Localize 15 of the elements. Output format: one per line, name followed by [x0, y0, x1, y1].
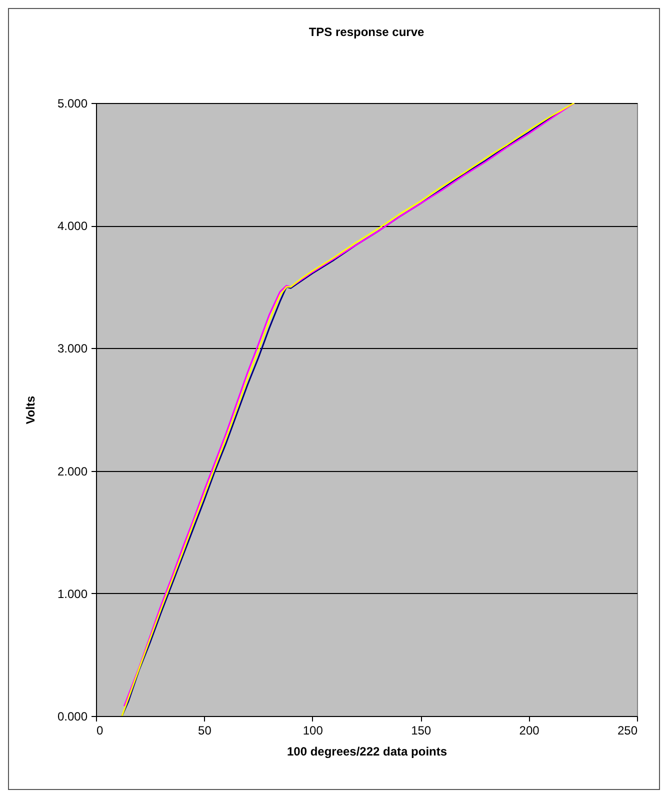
- x-tick-label: 0: [96, 724, 104, 738]
- y-tick-label: 2.000: [57, 464, 88, 478]
- y-tick-label: 5.000: [57, 96, 88, 110]
- x-tick-label: 250: [617, 724, 638, 738]
- x-tick-label: 200: [519, 724, 540, 738]
- x-axis-title: 100 degrees/222 data points: [286, 744, 448, 758]
- x-tick-label: 100: [302, 724, 324, 738]
- y-tick-label: 3.000: [57, 342, 88, 356]
- y-axis-title: Volts: [23, 395, 38, 424]
- y-tick-label: 1.000: [57, 586, 88, 601]
- x-tick-label: 150: [411, 724, 432, 738]
- x-tick-label: 50: [198, 724, 212, 738]
- chart-title: TPS response curve: [308, 25, 425, 39]
- y-tick-label: 4.000: [57, 219, 88, 234]
- y-tick-label: 0.000: [57, 710, 88, 724]
